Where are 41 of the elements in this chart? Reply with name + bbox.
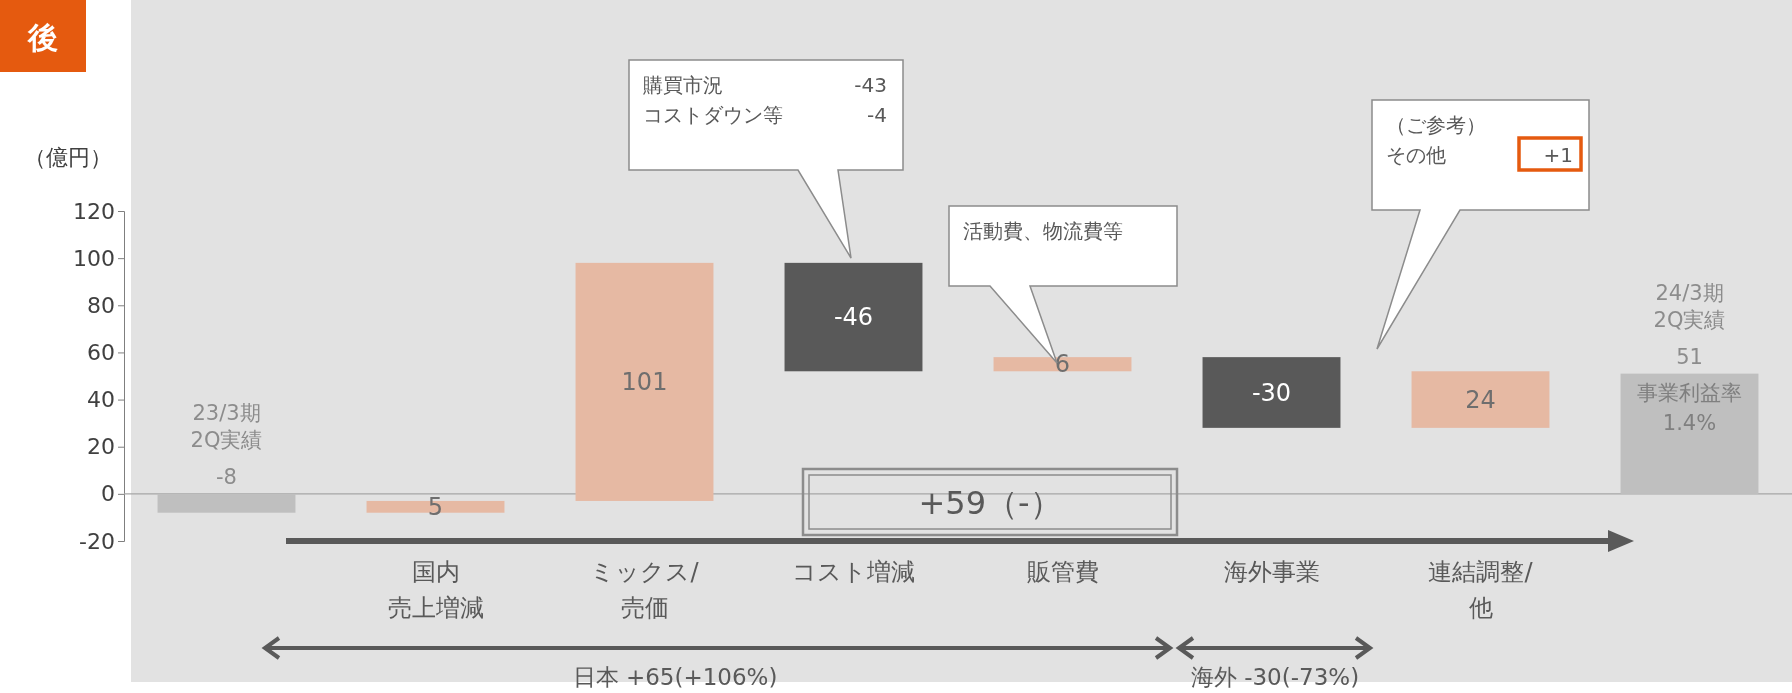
y-tick-label: 20: [87, 434, 115, 460]
y-tick-label: -20: [79, 528, 115, 554]
annotation: 24/3期2Q実績: [1653, 281, 1726, 332]
text: 日本 +65(+106%): [572, 664, 778, 690]
x-tick-label: 販管費: [1026, 558, 1099, 586]
bar: [157, 493, 296, 513]
x-tick-label: 海外事業: [1223, 558, 1320, 586]
bar: [1411, 371, 1550, 428]
y-tick-label: 40: [87, 387, 115, 413]
y-tick-label: 0: [101, 481, 115, 507]
bar: [1620, 373, 1759, 494]
x-tick-label: 連結調整/他: [1428, 558, 1534, 622]
y-tick-label: 80: [87, 292, 115, 318]
data-label: -46: [833, 303, 874, 332]
annotation: 事業利益率1.4%: [1637, 380, 1742, 435]
data-label: 51: [1676, 344, 1703, 369]
annotation: +59（-）: [918, 484, 1062, 522]
text: コストダウン等 -4: [643, 103, 887, 127]
bar: [784, 262, 923, 372]
x-tick-label: コスト増減: [792, 558, 915, 586]
bar: [1202, 357, 1341, 428]
y-axis-title: （億円）: [24, 145, 112, 170]
x-tick-label: ミックス/売価: [590, 558, 700, 622]
y-tick-label: 60: [87, 339, 115, 365]
text: （ご参考）: [1386, 113, 1486, 137]
data-label: 24: [1465, 385, 1496, 414]
x-tick-label: 国内売上増減: [387, 558, 484, 622]
bar: [575, 262, 714, 501]
text: 後: [27, 20, 58, 55]
text: 購買市況 -43: [643, 73, 887, 97]
y-tick-label: 100: [73, 245, 115, 271]
y-tick-label: 120: [73, 198, 115, 224]
annotation: 23/3期2Q実績: [190, 401, 263, 452]
data-label: 5: [427, 492, 444, 521]
annotation: 活動費、物流費等: [963, 219, 1123, 243]
text: その他 +1: [1386, 143, 1573, 167]
data-label: 6: [1054, 350, 1071, 379]
text: 海外 -30(-73%): [1190, 664, 1360, 690]
data-label: -30: [1251, 378, 1292, 407]
data-label: 101: [621, 367, 668, 396]
data-label: -8: [216, 464, 237, 489]
